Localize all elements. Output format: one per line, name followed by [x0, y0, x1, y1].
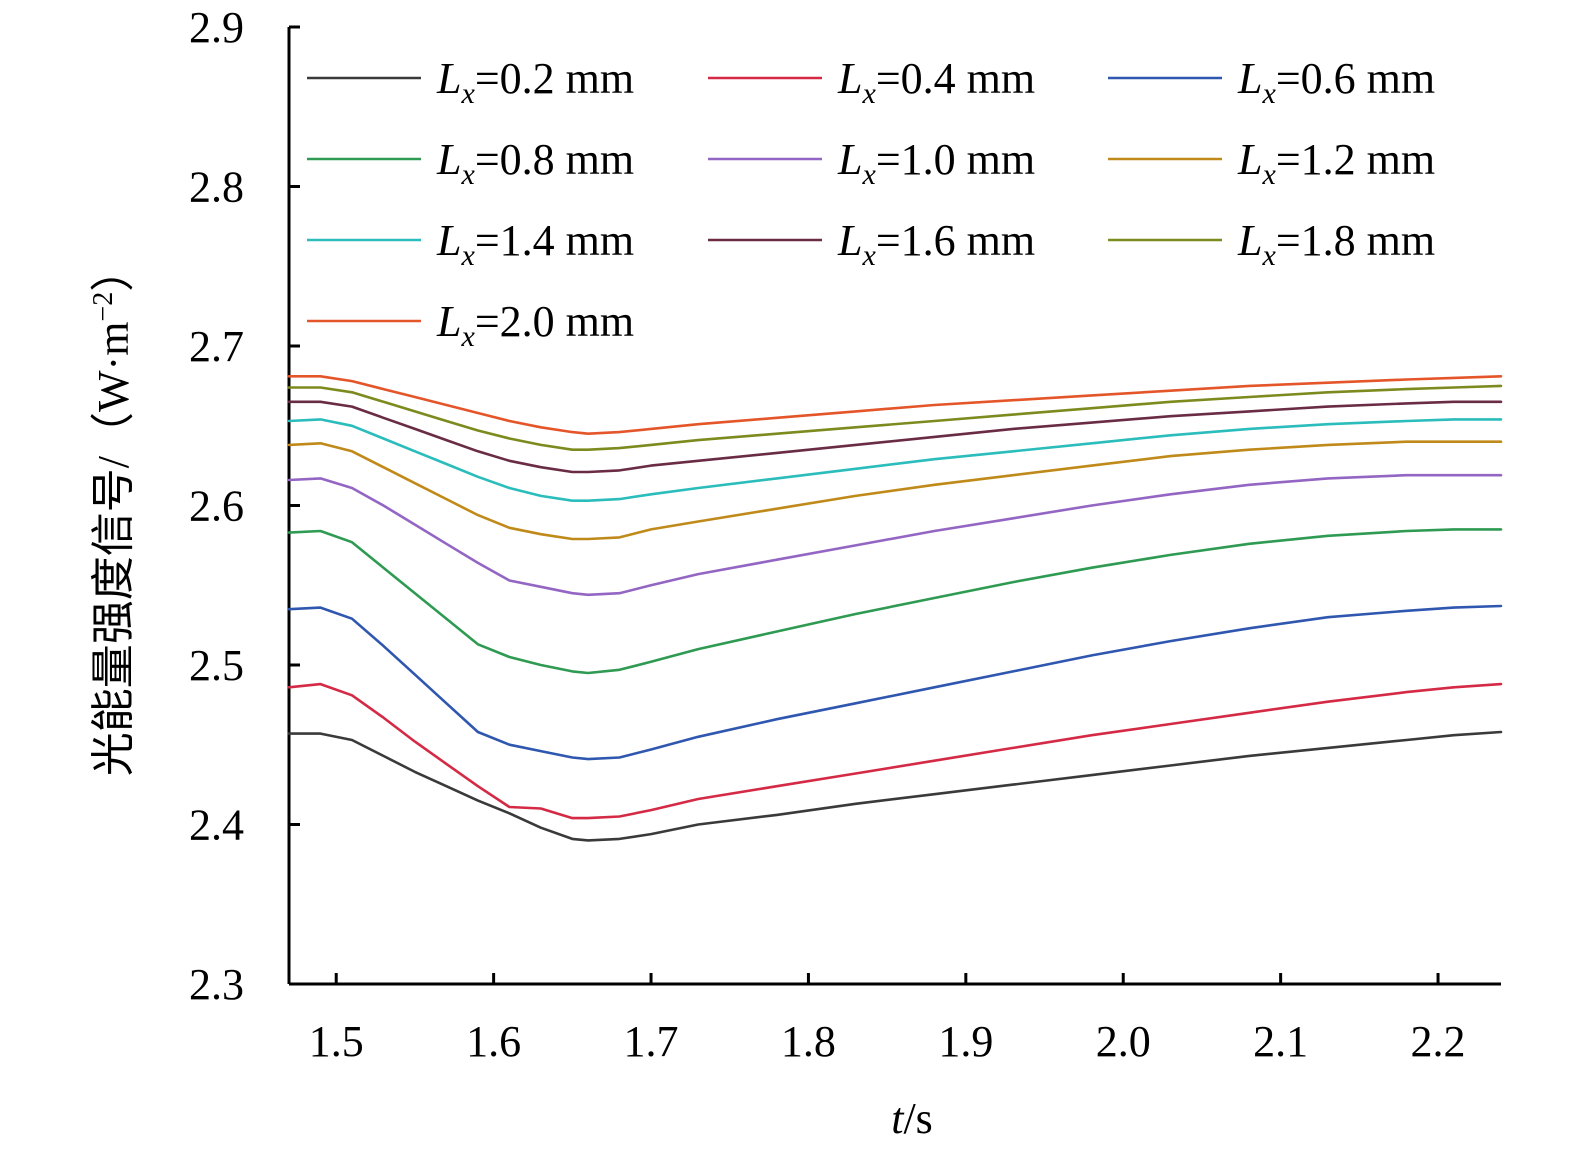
series-line-4 [287, 528, 1503, 675]
series-line-6 [287, 440, 1503, 541]
legend-label: Lx=1.6 mm [837, 216, 1035, 272]
series-line-7 [287, 418, 1503, 502]
legend-item: Lx=0.2 mm [307, 54, 634, 110]
y-tick-label: 2.9 [189, 3, 244, 52]
series-line-1 [287, 730, 1503, 842]
legend-label: Lx=0.2 mm [436, 54, 634, 110]
legend-label: Lx=1.0 mm [837, 135, 1035, 191]
x-axis-title-unit: /s [903, 1094, 932, 1143]
y-axis-title-main: 光能量强度信号/ [89, 455, 138, 776]
y-axis-title: 光能量强度信号/（W·m−2） [88, 248, 138, 776]
legend-label: Lx=0.6 mm [1237, 54, 1435, 110]
legend-item: Lx=1.0 mm [708, 135, 1035, 191]
series-line-8 [287, 400, 1503, 474]
legend-label: Lx=0.8 mm [436, 135, 634, 191]
legend-item: Lx=0.6 mm [1108, 54, 1435, 110]
x-tick-label: 2.0 [1096, 1017, 1151, 1066]
y-tick-label: 2.6 [189, 482, 244, 531]
y-tick-label: 2.3 [189, 960, 244, 1009]
x-tick-label: 1.5 [309, 1017, 364, 1066]
series-line-2 [287, 682, 1503, 820]
series-line-9 [287, 384, 1503, 451]
x-tick-label: 1.7 [624, 1017, 679, 1066]
legend-label: Lx=2.0 mm [436, 297, 634, 353]
x-axis-title: t/s [891, 1094, 933, 1143]
axes: 2.3 2.4 2.5 2.6 2.7 2.8 2.9 1.5 1.6 1.7 1.8 1.9 2.0 2… [189, 3, 1501, 1066]
legend-item: Lx=0.8 mm [307, 135, 634, 191]
legend-item: Lx=0.4 mm [708, 54, 1035, 110]
legend-item: Lx=1.6 mm [708, 216, 1035, 272]
y-tick-label: 2.8 [189, 163, 244, 212]
y-tick-label: 2.5 [189, 641, 244, 690]
y-tick-label: 2.7 [189, 322, 244, 371]
series-group [287, 375, 1503, 842]
legend-label: Lx=1.8 mm [1237, 216, 1435, 272]
y-tick-label: 2.4 [189, 801, 244, 850]
x-tick-label: 1.6 [466, 1017, 521, 1066]
x-tick-label: 1.9 [938, 1017, 993, 1066]
y-axis-title-unit: （W·m [89, 322, 138, 456]
y-axis-title-unit-exponent: −2 [88, 292, 119, 322]
legend-label: Lx=1.2 mm [1237, 135, 1435, 191]
x-tick-label: 2.2 [1411, 1017, 1466, 1066]
legend-item: Lx=2.0 mm [307, 297, 634, 353]
legend-label: Lx=0.4 mm [837, 54, 1035, 110]
legend-item: Lx=1.2 mm [1108, 135, 1435, 191]
x-tick-label: 1.8 [781, 1017, 836, 1066]
legend-item: Lx=1.4 mm [307, 216, 634, 272]
x-tick-label: 2.1 [1253, 1017, 1308, 1066]
x-axis-title-variable: t [891, 1094, 905, 1143]
series-line-10 [287, 375, 1503, 435]
legend: Lx=0.2 mm Lx=0.4 mm Lx=0.6 mm Lx=0.8 mm Lx=1… [307, 54, 1435, 353]
legend-item: Lx=1.8 mm [1108, 216, 1435, 272]
legend-label: Lx=1.4 mm [436, 216, 634, 272]
series-line-5 [287, 473, 1503, 597]
y-axis-title-unit-close: ） [89, 248, 138, 292]
series-line-3 [287, 604, 1503, 761]
